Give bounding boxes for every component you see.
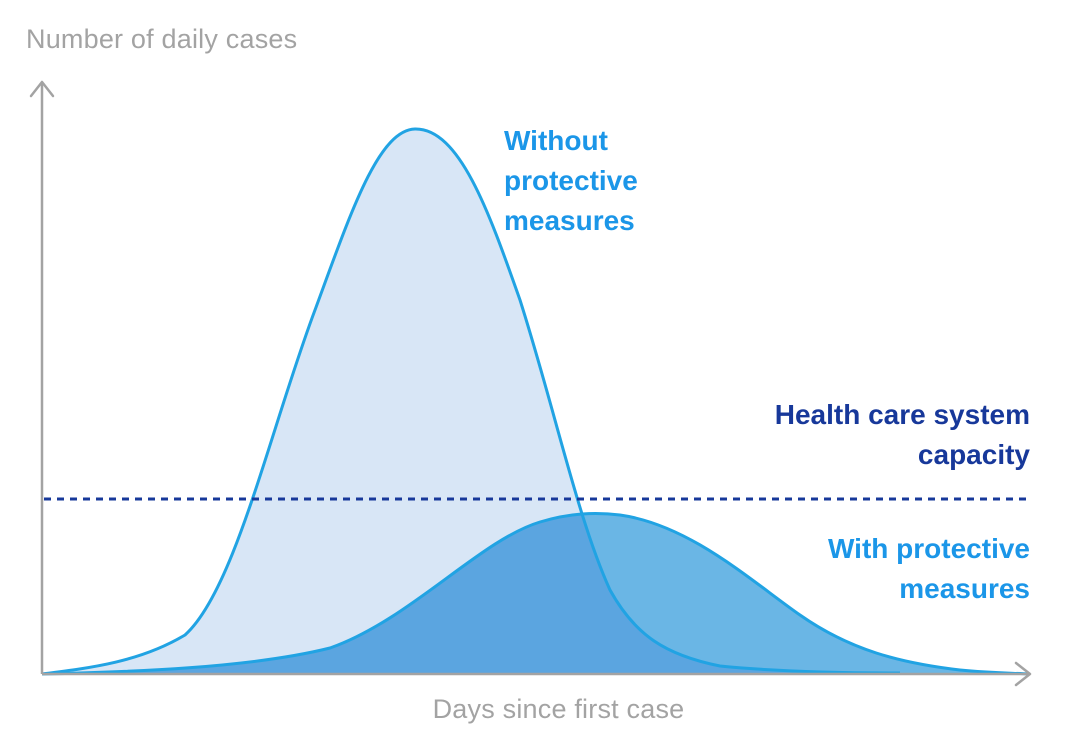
without-measures-label: Without protective measures: [504, 121, 638, 241]
x-axis-arrow: [1014, 661, 1032, 687]
with-measures-label: With protective measures: [828, 529, 1030, 609]
without-measures-label-line: Without: [504, 125, 608, 156]
with-measures-label-line: measures: [899, 573, 1030, 604]
x-axis-title: Days since first case: [432, 694, 685, 724]
without-measures-curve: [41, 127, 901, 676]
capacity-label-line: Health care system: [774, 399, 1030, 430]
y-axis-arrow: [29, 80, 55, 98]
capacity-label-line: capacity: [917, 439, 1030, 470]
with-measures-curve: [41, 511, 1031, 676]
capacity-label: Health care system capacity: [775, 395, 1030, 475]
y-axis-title: Number of daily cases: [26, 24, 298, 54]
with-measures-label-line: With protective: [828, 533, 1030, 564]
without-measures-label-line: measures: [504, 205, 635, 236]
without-measures-label-line: protective: [504, 165, 638, 196]
without-measures-area: [42, 128, 1030, 674]
